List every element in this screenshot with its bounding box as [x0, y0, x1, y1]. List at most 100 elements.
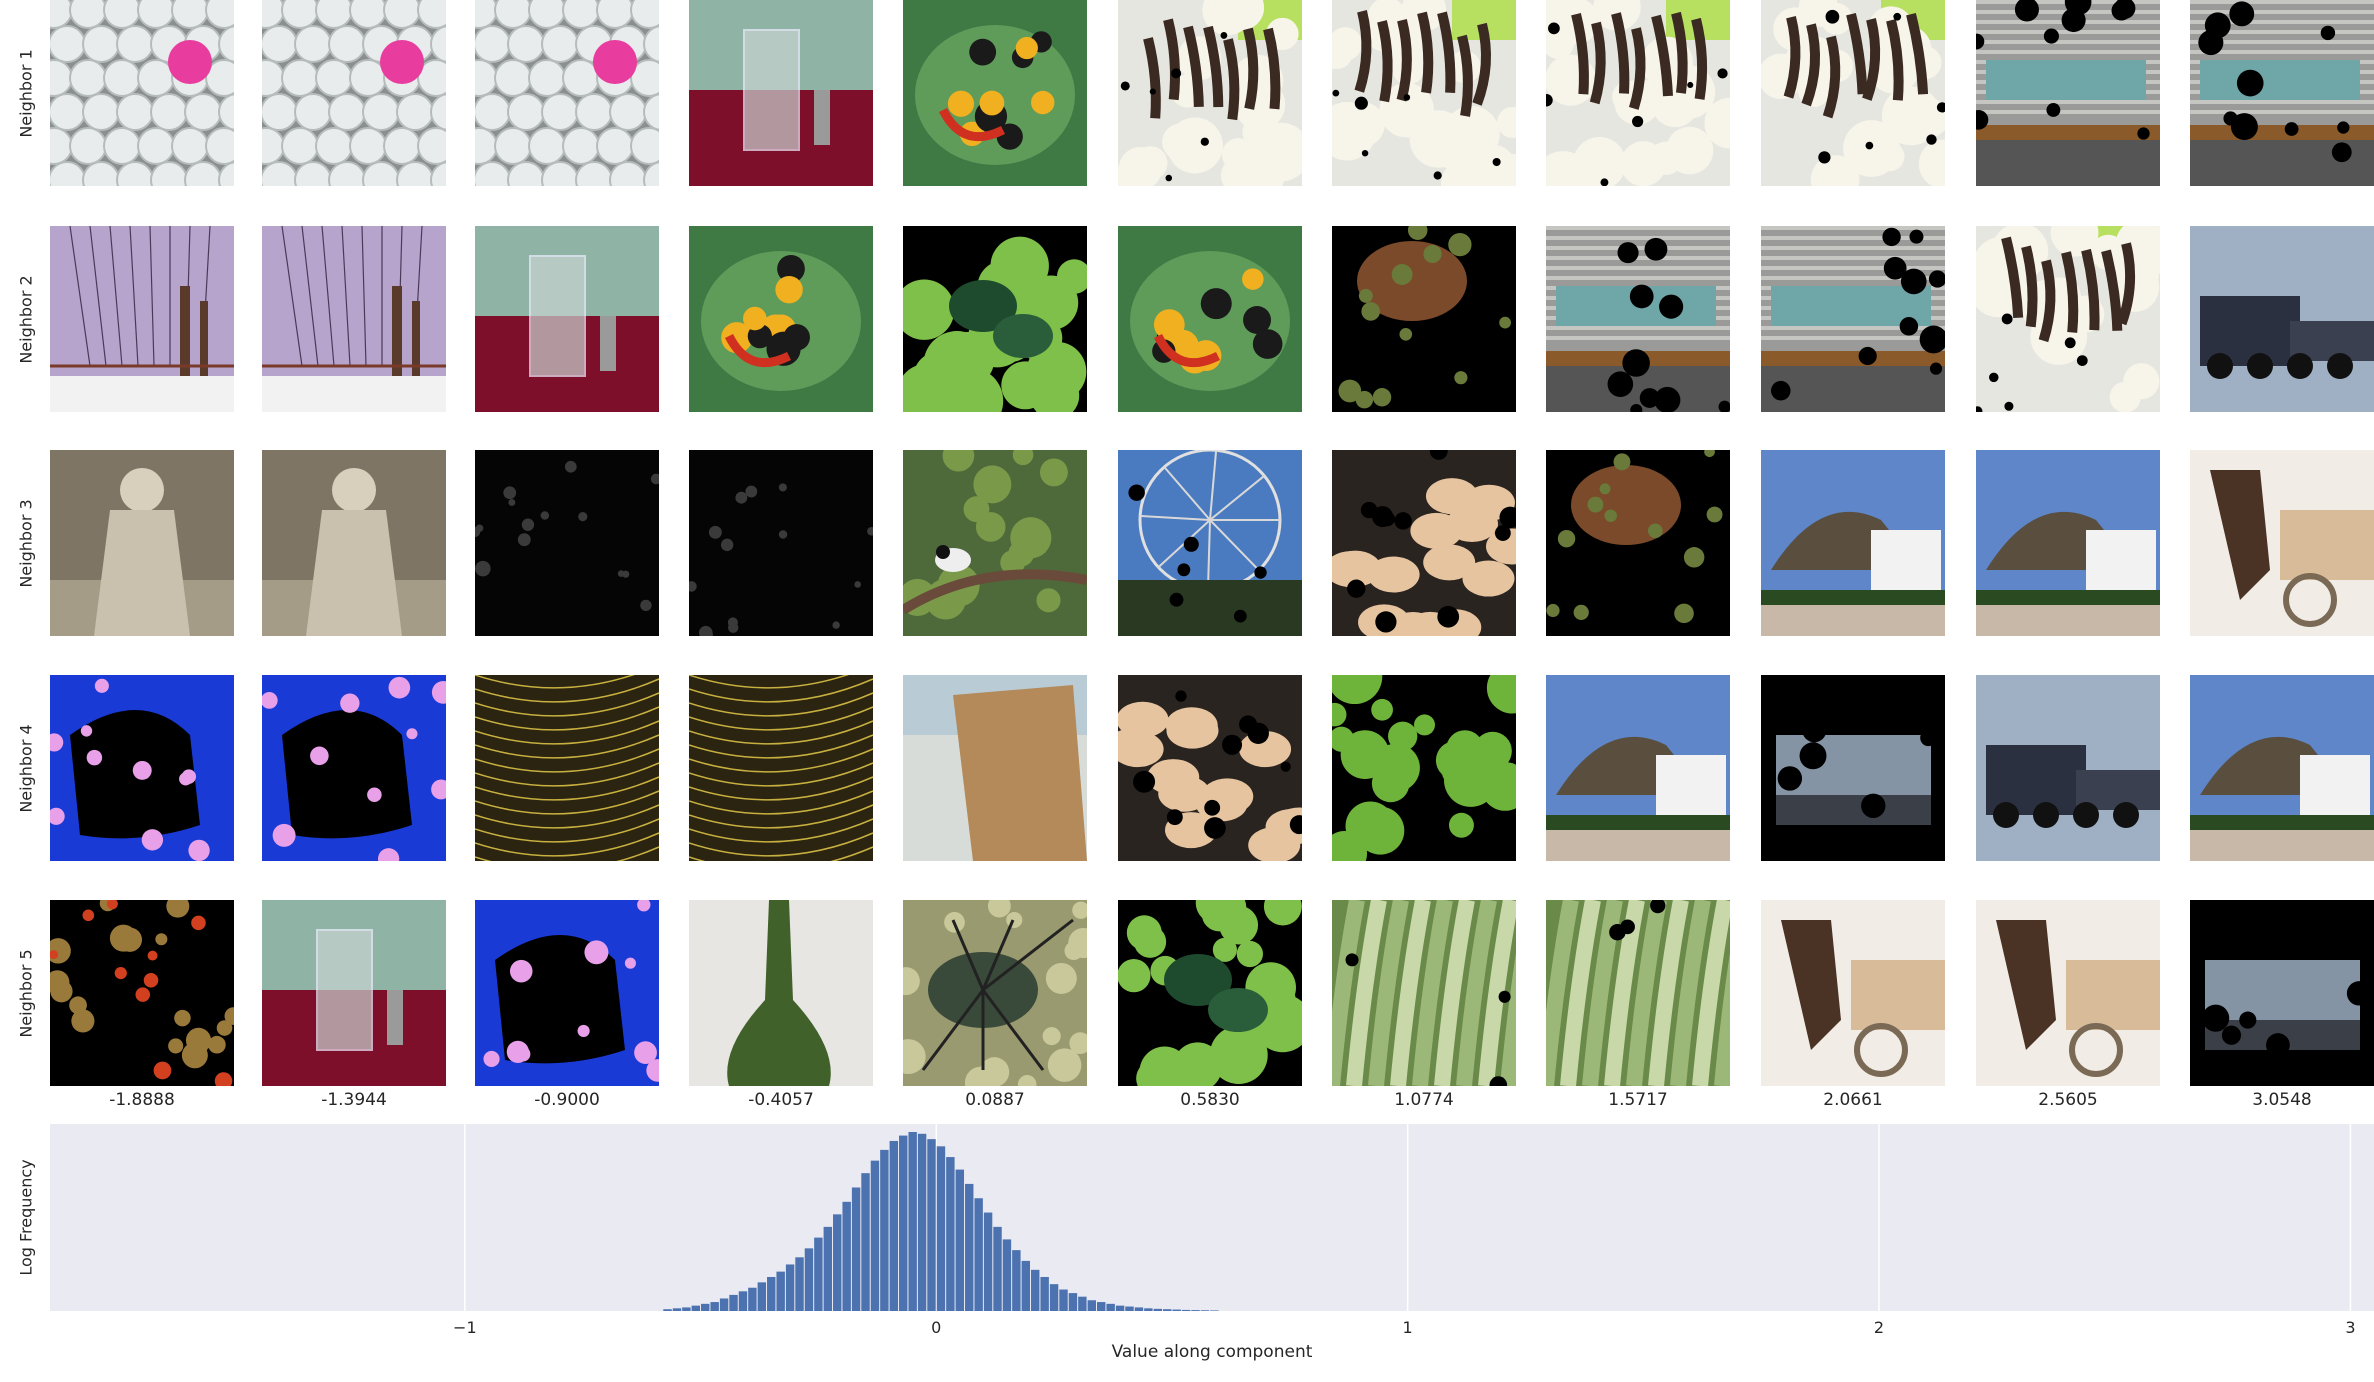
- neighbor-thumbnail: [262, 675, 446, 861]
- histogram-bar: [804, 1248, 814, 1311]
- x-tick-label: 3: [2345, 1318, 2356, 1337]
- histogram-bar: [1163, 1309, 1172, 1311]
- horse-cart-image: [2190, 450, 2374, 636]
- histogram-bar: [983, 1212, 993, 1311]
- beans-masked-image: [1332, 450, 1516, 636]
- histogram-bar: [965, 1183, 974, 1311]
- graffiti-train-image: [1546, 226, 1730, 412]
- column-value-label: 2.0661: [1823, 1090, 1883, 1110]
- neighbor-thumbnail: [262, 0, 446, 186]
- beans-masked-image: [1118, 675, 1302, 861]
- beetle-leaf-masked-image: [903, 226, 1087, 412]
- beetle-ground-image: [903, 900, 1087, 1086]
- row-label-text: Neighbor 2: [16, 274, 36, 364]
- celery-stalks-image: [1332, 900, 1516, 1086]
- column-value-label: -0.9000: [534, 1090, 600, 1110]
- neighbor-thumbnail: [2190, 450, 2374, 636]
- child-coat-sepia-image: [50, 450, 234, 636]
- neighbor-thumbnail: [2190, 900, 2374, 1086]
- histogram-bar: [1002, 1239, 1012, 1311]
- glass-jigger-image: [262, 900, 446, 1086]
- graffiti-train-image: [2190, 0, 2374, 186]
- neighbor-thumbnail: [1761, 450, 1945, 636]
- neighbor-thumbnail: [1761, 226, 1945, 412]
- histogram-bar: [1191, 1310, 1200, 1311]
- histogram-bar: [908, 1132, 917, 1311]
- histogram-bar: [1125, 1306, 1134, 1311]
- histogram-bar: [682, 1307, 691, 1311]
- horse-cart-image: [1761, 900, 1945, 1086]
- neighbor-thumbnail: [1118, 0, 1302, 186]
- histogram-bar: [1200, 1310, 1210, 1311]
- neighbor-thumbnail: [689, 675, 873, 861]
- histogram-bar: [870, 1160, 880, 1311]
- leaf-masked-image: [1332, 675, 1516, 861]
- histogram-bar: [776, 1271, 785, 1311]
- child-coat-sepia-image: [262, 450, 446, 636]
- neighbor-thumbnail: [1546, 675, 1730, 861]
- histogram-plot-area: [50, 1124, 2374, 1311]
- flower-blue-masked-image: [262, 675, 446, 861]
- histogram-y-label: Log Frequency: [0, 1124, 52, 1311]
- histogram-bar: [1144, 1308, 1153, 1311]
- neighbor-thumbnail: [262, 450, 446, 636]
- beetle-leaf-masked-image: [1118, 900, 1302, 1086]
- row-label-text: Neighbor 1: [16, 48, 36, 138]
- neighbor-thumbnail: [2190, 226, 2374, 412]
- histogram-bar: [1031, 1269, 1040, 1311]
- neighbor-thumbnail: [1976, 675, 2160, 861]
- histogram-bar: [1106, 1303, 1115, 1311]
- histogram-bar: [993, 1226, 1002, 1311]
- histogram-bar: [691, 1305, 701, 1311]
- histogram-y-label-text: Log Frequency: [16, 1159, 36, 1276]
- neighbor-thumbnail: [903, 675, 1087, 861]
- histogram-bar: [880, 1149, 889, 1311]
- neighbor-thumbnail: [1546, 0, 1730, 186]
- histogram-bar: [861, 1173, 870, 1311]
- histogram-bar: [899, 1135, 908, 1311]
- neighbor-thumbnail: [1976, 226, 2160, 412]
- chickadee-branch-image: [903, 450, 1087, 636]
- neighbor-thumbnail: [1546, 226, 1730, 412]
- histogram-bar: [974, 1198, 983, 1311]
- horse-cart-image: [1976, 900, 2160, 1086]
- histogram-bar: [814, 1237, 823, 1311]
- histogram-bar: [823, 1226, 833, 1311]
- neighbor-thumbnail: [903, 900, 1087, 1086]
- histogram-bar: [719, 1298, 729, 1311]
- neighbor-thumbnail: [689, 226, 873, 412]
- neighbor-thumbnail: [50, 226, 234, 412]
- barbed-wire-sky-image: [262, 226, 446, 412]
- neighbor-thumbnail: [475, 900, 659, 1086]
- neighbor-thumbnail: [475, 0, 659, 186]
- histogram-bar: [946, 1157, 955, 1311]
- histogram-bar: [795, 1257, 804, 1311]
- neighbor-thumbnail: [1761, 675, 1945, 861]
- column-value-label: 0.0887: [965, 1090, 1025, 1110]
- neighbor-thumbnail: [1332, 0, 1516, 186]
- histogram-bar: [851, 1187, 861, 1311]
- row-label-text: Neighbor 4: [16, 723, 36, 813]
- celery-stalks-image: [1546, 900, 1730, 1086]
- histogram-bar: [1097, 1302, 1106, 1311]
- histogram-bar: [738, 1291, 748, 1311]
- crab-masked-image: [1546, 450, 1730, 636]
- neighbor-thumbnail: [903, 0, 1087, 186]
- histogram-bar: [1059, 1289, 1068, 1311]
- histogram-bar: [701, 1303, 710, 1311]
- neighbor-thumbnail: [50, 450, 234, 636]
- neighbor-thumbnail: [1332, 450, 1516, 636]
- row-label: Neighbor 5: [0, 900, 52, 1086]
- neighbor-thumbnail: [1332, 900, 1516, 1086]
- neighbor-thumbnail: [1546, 450, 1730, 636]
- histogram-bar: [1115, 1305, 1125, 1311]
- dark-masked-image: [689, 450, 873, 636]
- histogram-bar: [1172, 1309, 1181, 1311]
- locomotive-masked-image: [2190, 900, 2374, 1086]
- rock-beach-image: [903, 675, 1087, 861]
- neighbor-thumbnail: [475, 450, 659, 636]
- histogram-bar: [710, 1302, 719, 1311]
- histogram-bar: [1049, 1284, 1059, 1311]
- mosaic-masked-image: [50, 900, 234, 1086]
- histogram-bar: [917, 1133, 927, 1311]
